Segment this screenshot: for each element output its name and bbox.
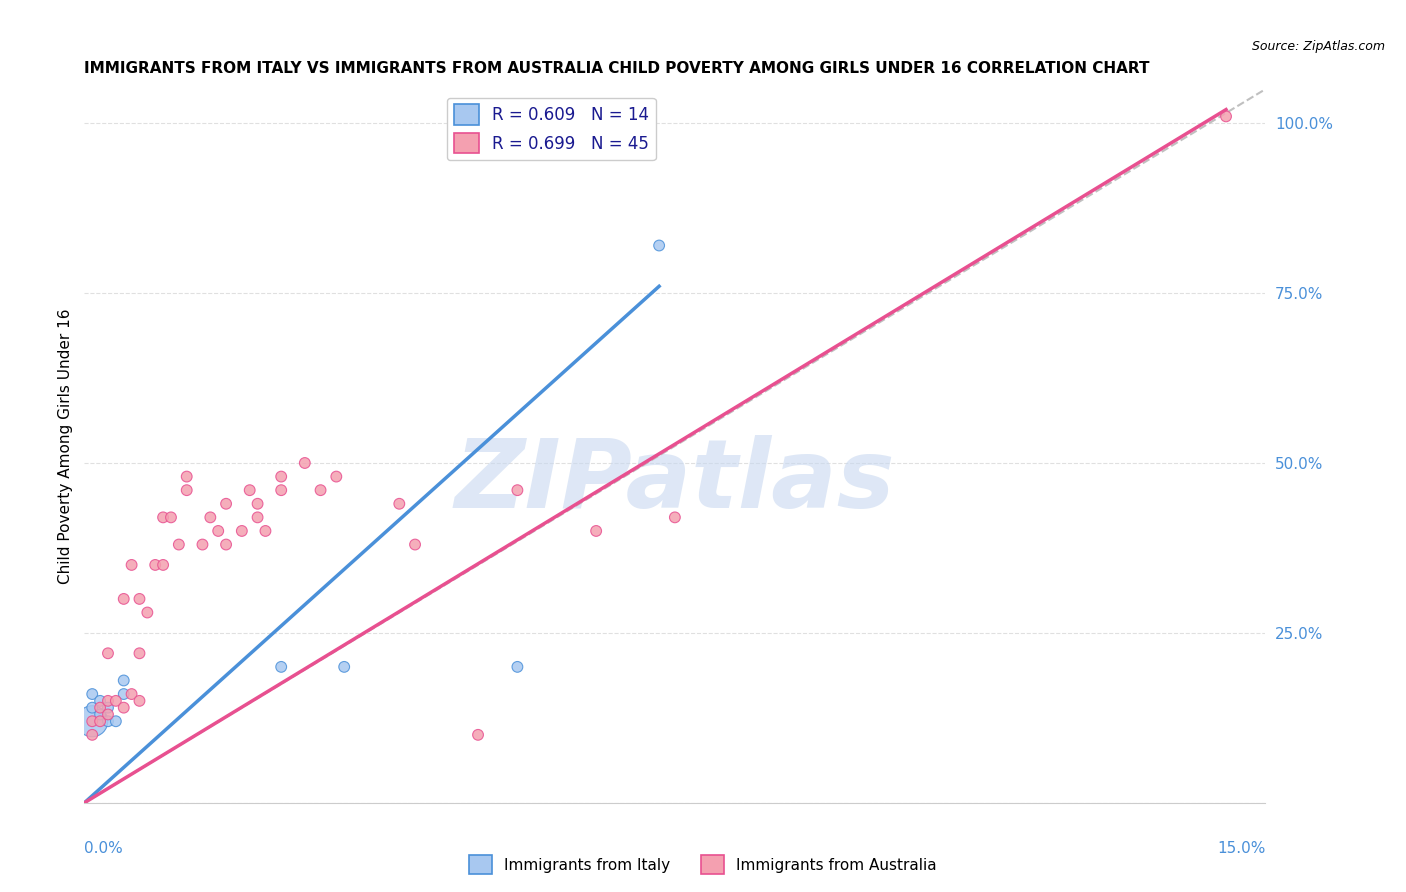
Point bbox=[152, 558, 174, 572]
Point bbox=[89, 700, 111, 714]
Point bbox=[167, 537, 190, 551]
Point bbox=[97, 694, 120, 708]
Point bbox=[82, 700, 104, 714]
Point bbox=[112, 687, 135, 701]
Point bbox=[246, 510, 269, 524]
Legend: R = 0.609   N = 14, R = 0.699   N = 45: R = 0.609 N = 14, R = 0.699 N = 45 bbox=[447, 97, 655, 160]
Point bbox=[664, 510, 686, 524]
Point bbox=[112, 673, 135, 688]
Text: 0.0%: 0.0% bbox=[84, 841, 124, 856]
Point bbox=[325, 469, 347, 483]
Point bbox=[89, 714, 111, 729]
Point bbox=[176, 469, 198, 483]
Point bbox=[104, 714, 127, 729]
Point bbox=[89, 694, 111, 708]
Legend: Immigrants from Italy, Immigrants from Australia: Immigrants from Italy, Immigrants from A… bbox=[463, 849, 943, 880]
Point bbox=[97, 700, 120, 714]
Point bbox=[388, 497, 411, 511]
Point bbox=[176, 483, 198, 498]
Point bbox=[97, 707, 120, 722]
Point bbox=[246, 497, 269, 511]
Point bbox=[82, 728, 104, 742]
Point bbox=[82, 714, 104, 729]
Text: ZIPatlas: ZIPatlas bbox=[454, 435, 896, 528]
Point bbox=[270, 660, 292, 674]
Point bbox=[143, 558, 166, 572]
Point bbox=[270, 483, 292, 498]
Point bbox=[104, 694, 127, 708]
Point bbox=[254, 524, 277, 538]
Point bbox=[231, 524, 253, 538]
Text: 15.0%: 15.0% bbox=[1218, 841, 1265, 856]
Point bbox=[239, 483, 262, 498]
Point bbox=[270, 469, 292, 483]
Point bbox=[585, 524, 607, 538]
Point bbox=[215, 537, 238, 551]
Point bbox=[506, 483, 529, 498]
Point bbox=[1215, 109, 1237, 123]
Text: Source: ZipAtlas.com: Source: ZipAtlas.com bbox=[1251, 40, 1385, 54]
Point bbox=[506, 660, 529, 674]
Point bbox=[97, 646, 120, 660]
Point bbox=[97, 714, 120, 729]
Point bbox=[207, 524, 229, 538]
Point bbox=[333, 660, 356, 674]
Point bbox=[82, 714, 104, 729]
Text: IMMIGRANTS FROM ITALY VS IMMIGRANTS FROM AUSTRALIA CHILD POVERTY AMONG GIRLS UND: IMMIGRANTS FROM ITALY VS IMMIGRANTS FROM… bbox=[84, 61, 1150, 76]
Point bbox=[82, 687, 104, 701]
Point bbox=[121, 558, 143, 572]
Point bbox=[200, 510, 222, 524]
Point bbox=[128, 694, 150, 708]
Point bbox=[160, 510, 183, 524]
Point bbox=[128, 591, 150, 606]
Y-axis label: Child Poverty Among Girls Under 16: Child Poverty Among Girls Under 16 bbox=[58, 309, 73, 583]
Point bbox=[309, 483, 332, 498]
Point bbox=[89, 707, 111, 722]
Point bbox=[112, 591, 135, 606]
Point bbox=[121, 687, 143, 701]
Point bbox=[152, 510, 174, 524]
Point bbox=[648, 238, 671, 252]
Point bbox=[191, 537, 214, 551]
Point bbox=[294, 456, 316, 470]
Point bbox=[215, 497, 238, 511]
Point bbox=[112, 700, 135, 714]
Point bbox=[136, 606, 159, 620]
Point bbox=[128, 646, 150, 660]
Point bbox=[467, 728, 489, 742]
Point bbox=[404, 537, 426, 551]
